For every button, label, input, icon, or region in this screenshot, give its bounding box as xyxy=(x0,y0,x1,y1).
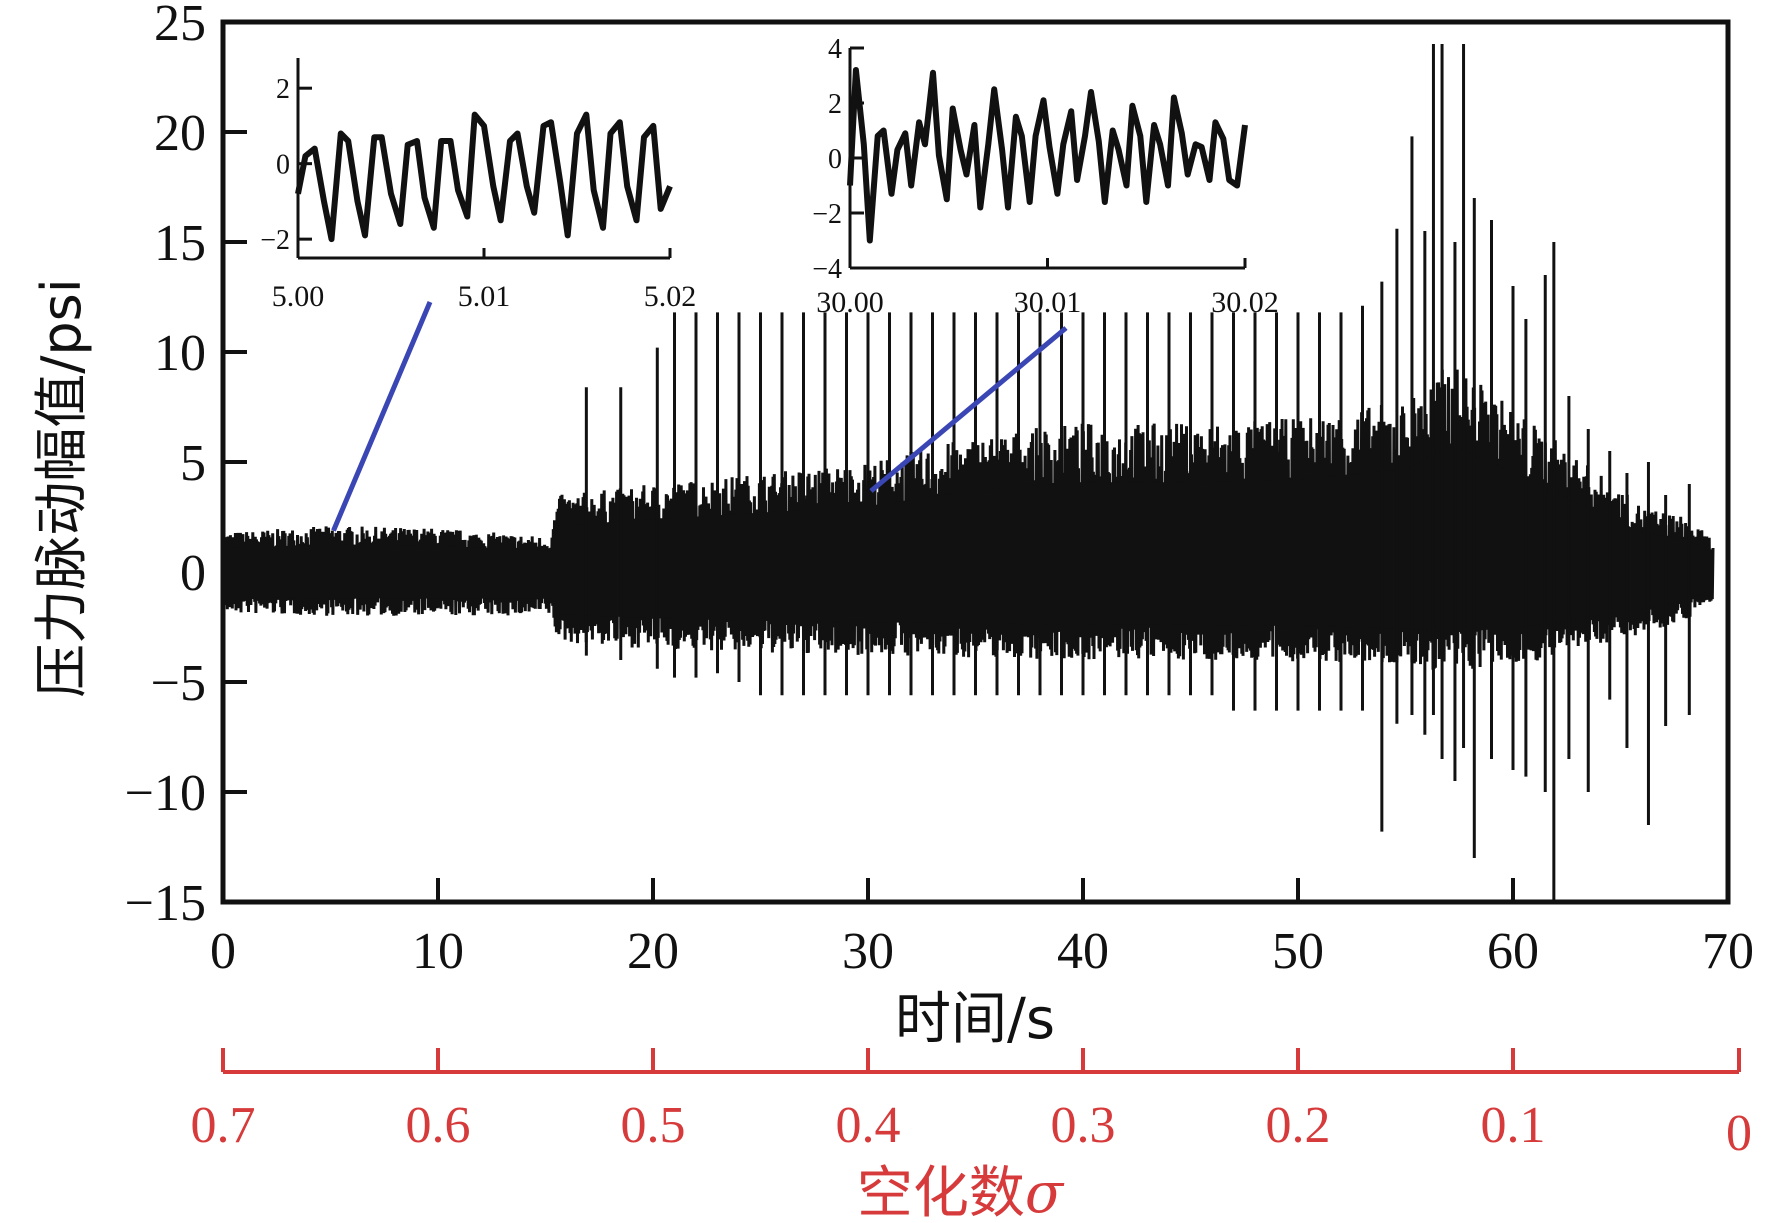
x-tick-label: 10 xyxy=(412,923,464,980)
cavitation-tick-label: 0 xyxy=(1726,1105,1752,1162)
x-axis-title: 时间/s xyxy=(895,987,1055,1052)
inset-x-tick-label: 30.01 xyxy=(1014,286,1082,319)
cavitation-tick-label: 0.2 xyxy=(1266,1097,1331,1154)
y-tick-label: 0 xyxy=(180,545,206,602)
callout-line xyxy=(869,326,1068,493)
inset-x-tick-label: 30.00 xyxy=(816,286,884,319)
cavitation-tick-label: 0.7 xyxy=(191,1097,256,1154)
y-tick-label: −15 xyxy=(125,875,206,932)
x-tick-label: 70 xyxy=(1702,923,1754,980)
y-tick-label: 15 xyxy=(154,215,206,272)
inset-30s: 30.00 30.01 30.02 4 2 0 −2 −4 xyxy=(812,34,1279,319)
cavitation-tick-label: 0.6 xyxy=(406,1097,471,1154)
inset-x-tick-label: 30.02 xyxy=(1211,286,1279,319)
inset-y-tick-label: −2 xyxy=(812,199,842,230)
cavitation-number-axis: 空化数σ 0.7 0.6 0.5 0.4 0.3 0.2 0.1 0 xyxy=(191,1048,1752,1223)
y-tick-label: 25 xyxy=(154,0,206,52)
inset-y-tick-label: 2 xyxy=(276,74,290,105)
inset-x-tick-label: 5.00 xyxy=(272,280,325,313)
cavitation-axis-title: 空化数σ xyxy=(857,1161,1065,1223)
inset-trace xyxy=(847,67,1248,244)
x-tick-label: 40 xyxy=(1057,923,1109,980)
inset-y-tick-label: 4 xyxy=(828,34,842,65)
cavitation-tick-label: 0.5 xyxy=(621,1097,686,1154)
sigma-symbol: σ xyxy=(1025,1161,1065,1223)
inset-x-tick-label: 5.02 xyxy=(644,280,697,313)
inset-x-tick-label: 5.01 xyxy=(458,280,511,313)
cavitation-axis-title-text: 空化数 xyxy=(857,1161,1025,1223)
x-tick-label: 60 xyxy=(1487,923,1539,980)
signal-layer xyxy=(221,44,1715,900)
cavitation-tick-label: 0.4 xyxy=(836,1097,901,1154)
y-axis-ticks: 25 20 15 10 5 0 −5 −10 −15 xyxy=(125,0,247,932)
callout-line xyxy=(331,301,433,532)
cavitation-tick-label: 0.3 xyxy=(1051,1097,1116,1154)
inset-5s: 5.00 5.01 5.02 2 0 −2 xyxy=(260,58,696,313)
cavitation-tick-label: 0.1 xyxy=(1481,1097,1546,1154)
x-tick-label: 20 xyxy=(627,923,679,980)
y-tick-label: −5 xyxy=(151,655,206,712)
inset-y-tick-label: 0 xyxy=(276,150,290,181)
x-tick-label: 50 xyxy=(1272,923,1324,980)
y-tick-label: 20 xyxy=(154,105,206,162)
y-tick-label: −10 xyxy=(125,765,206,822)
y-tick-label: 10 xyxy=(154,325,206,382)
inset-y-tick-label: 2 xyxy=(828,89,842,120)
inset-callouts xyxy=(331,301,1068,532)
inset-trace xyxy=(295,111,673,243)
y-tick-label: 5 xyxy=(180,435,206,492)
x-tick-label: 0 xyxy=(210,923,236,980)
inset-y-tick-label: −4 xyxy=(812,254,842,285)
inset-y-tick-label: 0 xyxy=(828,144,842,175)
y-axis-title: 压力脉动幅值/psi xyxy=(30,278,93,698)
x-tick-label: 30 xyxy=(842,923,894,980)
x-axis-ticks: 0 10 20 30 40 50 60 70 xyxy=(210,878,1754,980)
inset-y-tick-label: −2 xyxy=(260,225,290,256)
